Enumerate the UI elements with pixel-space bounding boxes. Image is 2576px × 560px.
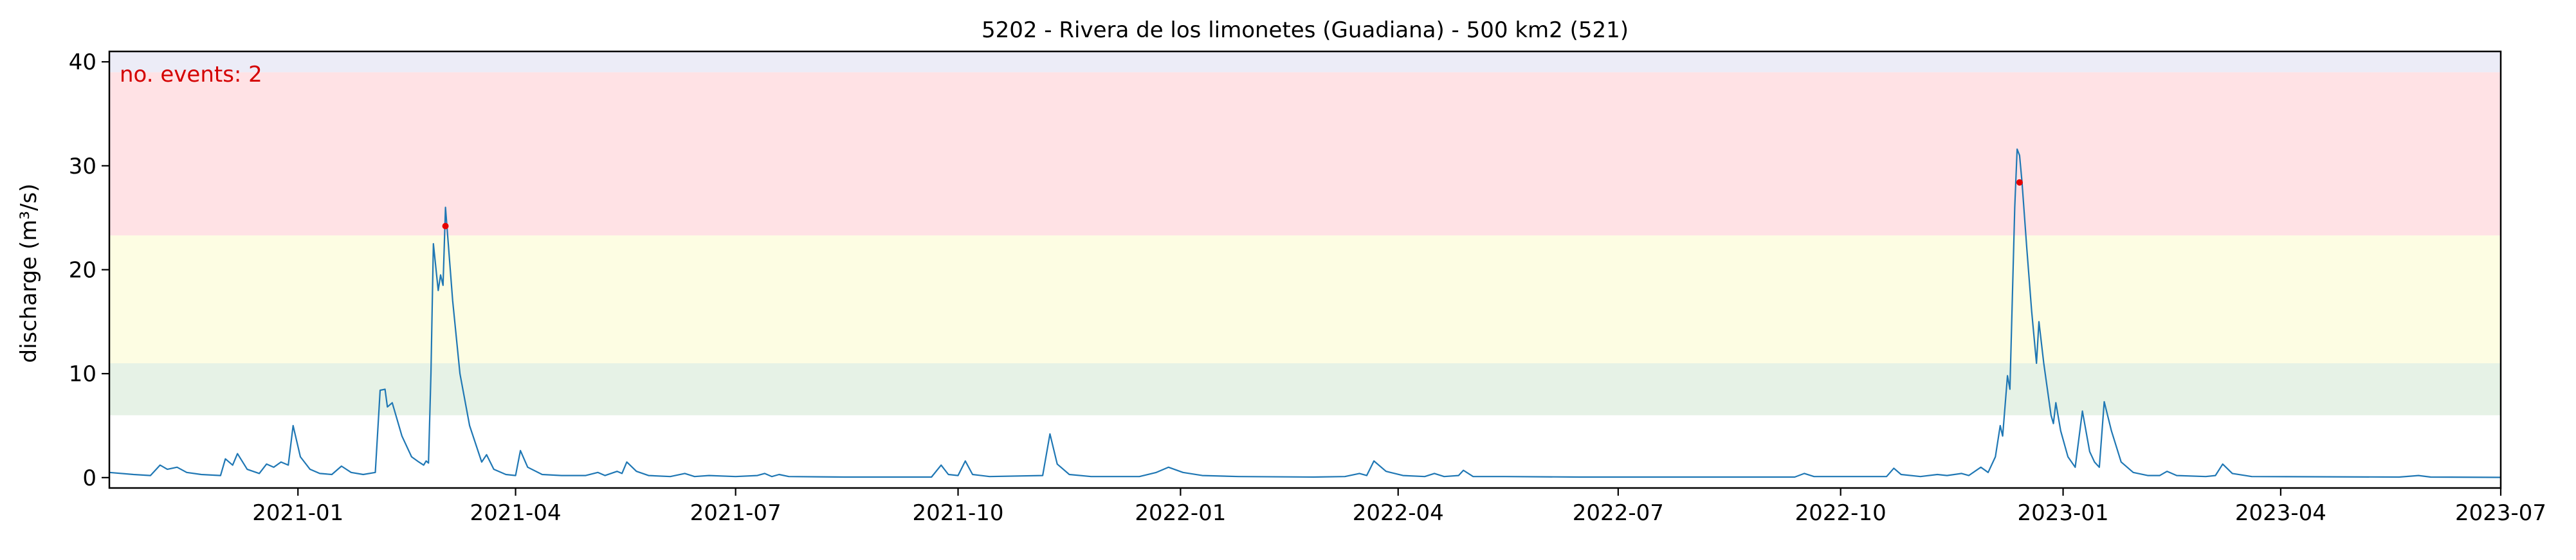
threshold-band-0 [109, 363, 2501, 415]
y-tick-label-0: 0 [82, 465, 96, 491]
x-tick-label-3: 2021-10 [913, 500, 1004, 526]
series-layer [109, 148, 2501, 478]
x-tick-label-1: 2021-04 [470, 500, 562, 526]
threshold-band-3 [109, 51, 2501, 73]
x-tick-label-6: 2022-07 [1573, 500, 1664, 526]
x-tick-label-4: 2022-01 [1135, 500, 1226, 526]
chart-title: 5202 - Rivera de los limonetes (Guadiana… [982, 17, 1629, 43]
x-tick-label-7: 2022-10 [1795, 500, 1886, 526]
x-tick-label-0: 2021-01 [252, 500, 343, 526]
event-point-1 [2016, 179, 2023, 186]
x-tick-label-10: 2023-07 [2455, 500, 2546, 526]
threshold-bands [109, 51, 2501, 415]
discharge-series-line-0 [109, 148, 2501, 478]
y-axis: 0 10 20 30 40 [69, 50, 109, 491]
y-tick-label-1: 10 [69, 361, 96, 387]
event-point-0 [442, 222, 449, 230]
x-tick-label-2: 2021-07 [690, 500, 781, 526]
events-layer [442, 179, 2023, 230]
y-tick-label-4: 40 [69, 50, 96, 75]
x-axis: 2021-01 2021-04 2021-07 2021-10 2022-01 2022-… [252, 488, 2546, 526]
events-annotation: no. events: 2 [120, 62, 262, 87]
x-tick-label-8: 2023-01 [2018, 500, 2109, 526]
x-tick-label-5: 2022-04 [1353, 500, 1444, 526]
x-tick-label-9: 2023-04 [2235, 500, 2326, 526]
threshold-band-1 [109, 235, 2501, 363]
threshold-band-2 [109, 72, 2501, 236]
y-axis-label: discharge (m³/s) [16, 184, 42, 363]
y-tick-label-3: 30 [69, 154, 96, 179]
y-tick-label-2: 20 [69, 258, 96, 284]
